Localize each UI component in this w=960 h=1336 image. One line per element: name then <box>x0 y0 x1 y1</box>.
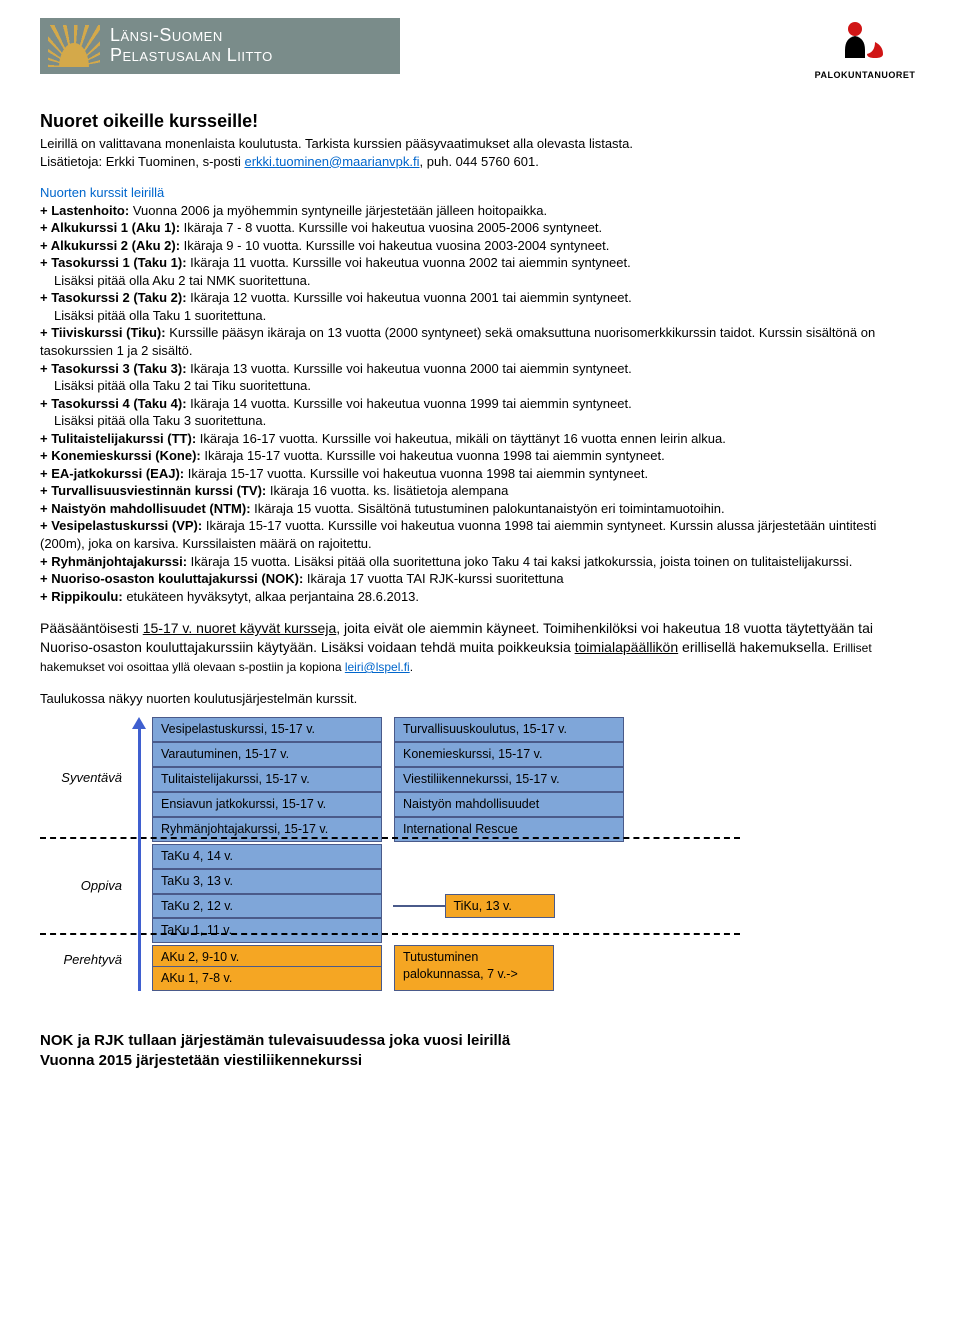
course-item-indent: Lisäksi pitää olla Taku 2 tai Tiku suori… <box>40 377 920 395</box>
contact-email-link[interactable]: erkki.tuominen@maarianvpk.fi <box>244 154 419 169</box>
arrow-line <box>138 727 141 991</box>
course-item: + Tasokurssi 4 (Taku 4): Ikäraja 14 vuot… <box>40 395 920 413</box>
course-item: + Tiiviskurssi (Tiku): Kurssille pääsyn … <box>40 324 920 359</box>
document-page: Länsi-Suomen Pelastusalan Liitto PALOKUN… <box>0 0 960 1102</box>
course-item: + Tasokurssi 3 (Taku 3): Ikäraja 13 vuot… <box>40 360 920 378</box>
paragraph-note: Pääsääntöisesti 15-17 v. nuoret käyvät k… <box>40 619 920 676</box>
oppiva-block: TaKu 4, 14 v.TaKu 3, 13 v.TaKu 2, 12 v.T… <box>152 844 740 944</box>
course-item: + Konemieskurssi (Kone): Ikäraja 15-17 v… <box>40 447 920 465</box>
para-u1: 15-17 v. nuoret käyvät kursseja <box>143 620 337 636</box>
header: Länsi-Suomen Pelastusalan Liitto PALOKUN… <box>40 18 920 81</box>
level-label: Perehtyvä <box>40 933 128 985</box>
connector-line <box>393 905 445 907</box>
diagram-cell: TaKu 3, 13 v. <box>152 869 382 894</box>
diagram-cell: Ensiavun jatkokurssi, 15-17 v. <box>152 792 382 817</box>
syventava-block: Vesipelastuskurssi, 15-17 v. Turvallisuus… <box>152 717 740 841</box>
progression-arrow <box>128 717 152 991</box>
diagram-cell: Vesipelastuskurssi, 15-17 v. <box>152 717 382 742</box>
org-name: Länsi-Suomen Pelastusalan Liitto <box>110 26 273 66</box>
level-label: Oppiva <box>40 837 128 933</box>
org-line1: Länsi-Suomen <box>110 25 223 45</box>
pn-label: PALOKUNTANUORET <box>810 69 920 81</box>
page-title: Nuoret oikeille kursseille! <box>40 109 920 133</box>
diagram-cell: Turvallisuuskoulutus, 15-17 v. <box>394 717 624 742</box>
course-item: + Alkukurssi 1 (Aku 1): Ikäraja 7 - 8 vu… <box>40 219 920 237</box>
section-lead: Nuorten kurssit leirillä <box>40 184 920 202</box>
diagram-cell: TiKu, 13 v. <box>445 894 555 919</box>
diagram-cell: Naistyön mahdollisuudet <box>394 792 624 817</box>
course-item-indent: Lisäksi pitää olla Taku 1 suoritettuna. <box>40 307 920 325</box>
org-banner: Länsi-Suomen Pelastusalan Liitto <box>40 18 400 74</box>
para-a1: Pääsääntöisesti <box>40 620 143 636</box>
intro-line1: Leirillä on valittavana monenlaista koul… <box>40 135 920 153</box>
bottom-note: NOK ja RJK tullaan järjestämän tulevaisu… <box>40 1031 920 1072</box>
diagram-cell: Tutustuminen palokunnassa, 7 v.-> <box>394 945 554 991</box>
course-item: + Tasokurssi 1 (Taku 1): Ikäraja 11 vuot… <box>40 254 920 272</box>
course-item-indent: Lisäksi pitää olla Taku 3 suoritettuna. <box>40 412 920 430</box>
level-labels-col: Syventävä Oppiva Perehtyvä <box>40 717 128 991</box>
intro-line2: Lisätietoja: Erkki Tuominen, s-posti erk… <box>40 153 920 171</box>
course-item: + EA-jatkokurssi (EAJ): Ikäraja 15-17 vu… <box>40 465 920 483</box>
diagram-grid: Vesipelastuskurssi, 15-17 v. Turvallisuus… <box>152 717 740 991</box>
para-u2: toimialapäällikön <box>575 639 679 655</box>
course-item: + Turvallisuusviestinnän kurssi (TV): Ik… <box>40 482 920 500</box>
course-item: + Tulitaistelijakurssi (TT): Ikäraja 16-… <box>40 430 920 448</box>
diagram-cell: Viestiliikennekurssi, 15-17 v. <box>394 767 624 792</box>
para-a3: erillisellä hakemuksella. <box>678 639 833 655</box>
right-logo: PALOKUNTANUORET <box>810 18 920 81</box>
course-item: + Vesipelastuskurssi (VP): Ikäraja 15-17… <box>40 517 920 552</box>
course-item-indent: Lisäksi pitää olla Aku 2 tai NMK suorite… <box>40 272 920 290</box>
diagram-cell: TaKu 4, 14 v. <box>152 844 382 869</box>
course-item: + Alkukurssi 2 (Aku 2): Ikäraja 9 - 10 v… <box>40 237 920 255</box>
diagram-cell: Varautuminen, 15-17 v. <box>152 742 382 767</box>
course-item: + Naistyön mahdollisuudet (NTM): Ikäraja… <box>40 500 920 518</box>
bottom-l2: Vuonna 2015 järjestetään viestiliikennek… <box>40 1051 920 1071</box>
course-item: + Rippikoulu: etukäteen hyväksytyt, alka… <box>40 588 920 606</box>
bottom-l1: NOK ja RJK tullaan järjestämän tulevaisu… <box>40 1031 920 1051</box>
intro-block: Leirillä on valittavana monenlaista koul… <box>40 135 920 170</box>
course-list: + Lastenhoito: Vuonna 2006 ja myöhemmin … <box>40 202 920 606</box>
leiri-email-link[interactable]: leiri@lspel.fi <box>345 660 410 674</box>
diagram-cell: TaKu 2, 12 v. <box>152 894 382 919</box>
intro-prefix: Lisätietoja: Erkki Tuominen, s-posti <box>40 154 244 169</box>
course-item: + Ryhmänjohtajakurssi: Ikäraja 15 vuotta… <box>40 553 920 571</box>
perehtyva-block: AKu 2, 9-10 v.Tutustuminen palokunnassa,… <box>152 945 740 991</box>
course-item: + Tasokurssi 2 (Taku 2): Ikäraja 12 vuot… <box>40 289 920 307</box>
diagram-cell: TaKu 1, 11 v. <box>152 918 382 943</box>
diagram-cell: AKu 1, 7-8 v. <box>152 966 382 991</box>
para-dot: . <box>410 660 413 674</box>
diagram-cell: Konemieskurssi, 15-17 v. <box>394 742 624 767</box>
palokuntanuoret-icon <box>837 18 893 62</box>
intro-suffix: , puh. 044 5760 601. <box>420 154 539 169</box>
course-item: + Nuoriso-osaston kouluttajakurssi (NOK)… <box>40 570 920 588</box>
sunrays-logo-icon <box>48 25 100 67</box>
diagram-cell: Tulitaistelijakurssi, 15-17 v. <box>152 767 382 792</box>
org-line2: Pelastusalan Liitto <box>110 45 273 65</box>
table-caption: Taulukossa näkyy nuorten koulutusjärjest… <box>40 690 920 708</box>
course-item: + Lastenhoito: Vuonna 2006 ja myöhemmin … <box>40 202 920 220</box>
course-diagram: Syventävä Oppiva Perehtyvä Vesipelastusk… <box>40 717 740 991</box>
level-label: Syventävä <box>40 717 128 837</box>
